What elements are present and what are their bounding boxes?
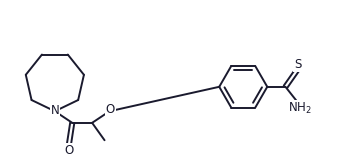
Text: S: S: [294, 58, 301, 71]
Text: O: O: [64, 144, 74, 157]
Text: O: O: [106, 104, 115, 117]
Text: NH$_2$: NH$_2$: [288, 101, 312, 116]
Text: N: N: [51, 104, 59, 117]
